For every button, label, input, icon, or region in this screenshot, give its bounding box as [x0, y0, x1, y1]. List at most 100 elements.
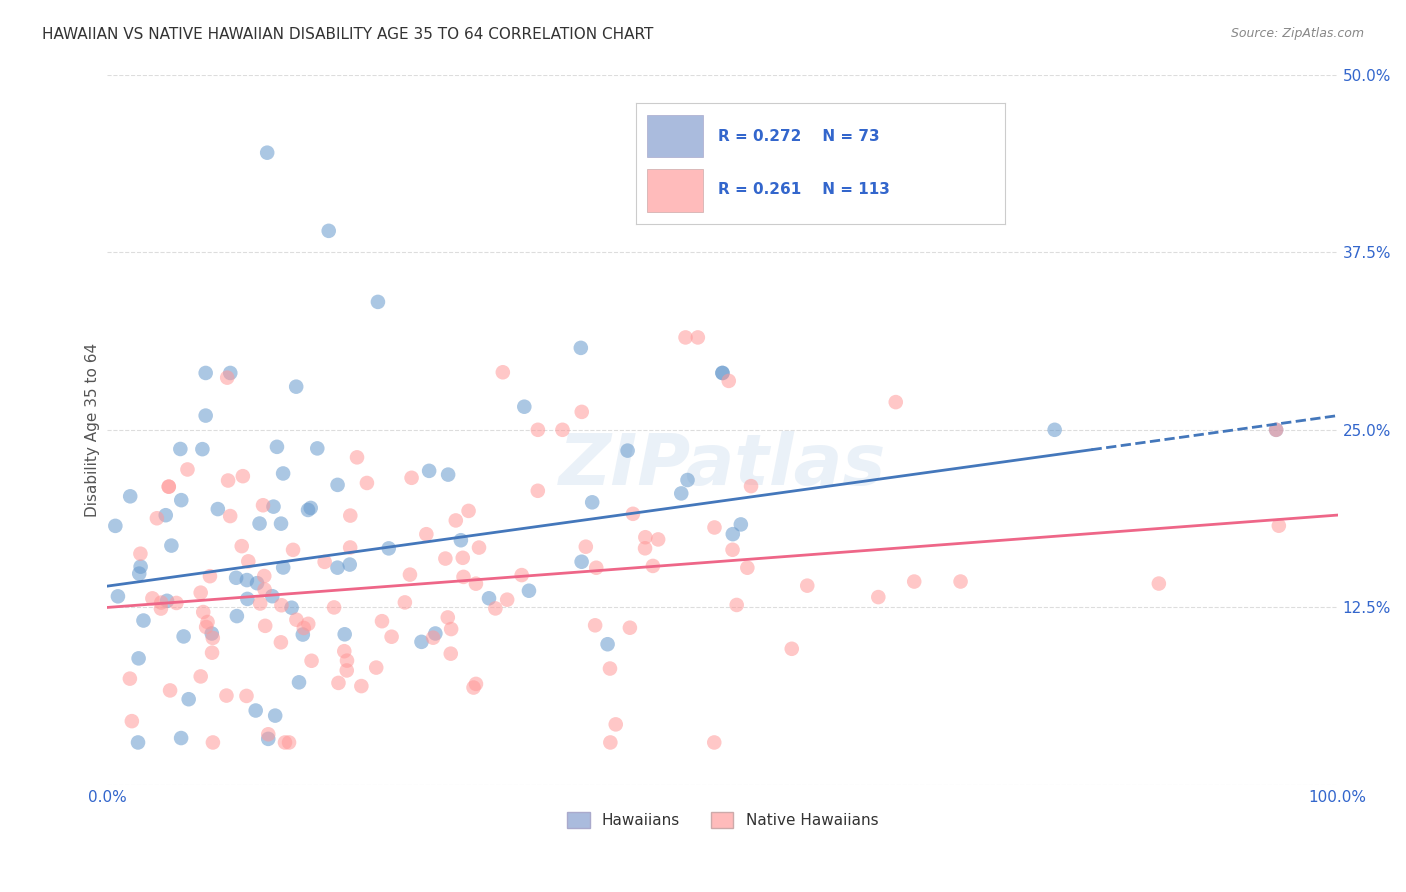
Hawaiians	[569, 341, 592, 355]
Native Hawaiians	[451, 550, 474, 565]
Native Hawaiians	[281, 542, 304, 557]
Native Hawaiians	[366, 660, 388, 674]
Native Hawaiians	[510, 568, 533, 582]
Native Hawaiians	[903, 574, 925, 589]
Native Hawaiians	[197, 615, 219, 629]
Hawaiians	[256, 145, 278, 160]
Native Hawaiians	[201, 735, 224, 749]
Native Hawaiians	[399, 567, 422, 582]
Hawaiians	[721, 527, 744, 541]
Native Hawaiians	[292, 621, 315, 635]
Hawaiians	[177, 692, 200, 706]
Native Hawaiians	[346, 450, 368, 465]
Hawaiians	[1265, 423, 1288, 437]
Native Hawaiians	[146, 511, 169, 525]
Native Hawaiians	[217, 474, 239, 488]
Native Hawaiians	[551, 423, 574, 437]
Hawaiians	[730, 517, 752, 532]
Native Hawaiians	[484, 601, 506, 615]
Hawaiians	[285, 379, 308, 393]
Hawaiians	[271, 467, 294, 481]
Text: HAWAIIAN VS NATIVE HAWAIIAN DISABILITY AGE 35 TO 64 CORRELATION CHART: HAWAIIAN VS NATIVE HAWAIIAN DISABILITY A…	[42, 27, 654, 42]
Native Hawaiians	[725, 598, 748, 612]
Hawaiians	[571, 555, 593, 569]
Hawaiians	[513, 400, 536, 414]
Native Hawaiians	[297, 616, 319, 631]
Native Hawaiians	[215, 689, 238, 703]
Hawaiians	[257, 731, 280, 746]
Native Hawaiians	[527, 423, 550, 437]
Native Hawaiians	[463, 681, 485, 695]
Native Hawaiians	[422, 631, 444, 645]
Hawaiians	[263, 500, 285, 514]
Native Hawaiians	[165, 596, 187, 610]
Hawaiians	[377, 541, 399, 556]
Native Hawaiians	[436, 610, 458, 624]
Native Hawaiians	[190, 669, 212, 683]
Native Hawaiians	[232, 469, 254, 483]
Hawaiians	[291, 627, 314, 641]
Hawaiians	[271, 560, 294, 574]
Native Hawaiians	[647, 533, 669, 547]
Native Hawaiians	[571, 405, 593, 419]
Hawaiians	[299, 500, 322, 515]
Native Hawaiians	[314, 555, 336, 569]
Hawaiians	[616, 443, 638, 458]
Native Hawaiians	[129, 547, 152, 561]
Native Hawaiians	[415, 527, 437, 541]
Native Hawaiians	[201, 631, 224, 645]
Native Hawaiians	[721, 542, 744, 557]
Native Hawaiians	[453, 570, 475, 584]
Hawaiians	[326, 478, 349, 492]
Native Hawaiians	[270, 599, 292, 613]
Hawaiians	[297, 503, 319, 517]
Native Hawaiians	[157, 480, 180, 494]
Hawaiians	[246, 576, 269, 591]
Native Hawaiians	[468, 541, 491, 555]
Native Hawaiians	[201, 646, 224, 660]
Hawaiians	[207, 502, 229, 516]
Hawaiians	[288, 675, 311, 690]
Native Hawaiians	[575, 540, 598, 554]
Native Hawaiians	[219, 509, 242, 524]
Native Hawaiians	[583, 618, 606, 632]
Native Hawaiians	[634, 541, 657, 556]
Native Hawaiians	[496, 592, 519, 607]
Native Hawaiians	[253, 582, 276, 597]
Native Hawaiians	[621, 507, 644, 521]
Hawaiians	[333, 627, 356, 641]
Native Hawaiians	[254, 619, 277, 633]
Native Hawaiians	[599, 735, 621, 749]
Hawaiians	[219, 366, 242, 380]
Hawaiians	[478, 591, 501, 606]
Hawaiians	[170, 493, 193, 508]
Hawaiians	[191, 442, 214, 457]
Hawaiians	[581, 495, 603, 509]
Native Hawaiians	[465, 677, 488, 691]
Native Hawaiians	[328, 676, 350, 690]
Native Hawaiians	[457, 504, 479, 518]
Hawaiians	[711, 366, 734, 380]
Hawaiians	[156, 594, 179, 608]
Hawaiians	[318, 224, 340, 238]
Hawaiians	[155, 508, 177, 523]
Native Hawaiians	[150, 596, 173, 610]
Hawaiians	[339, 558, 361, 572]
Native Hawaiians	[641, 558, 664, 573]
Native Hawaiians	[605, 717, 627, 731]
Native Hawaiians	[274, 735, 297, 749]
Text: ZIPatlas: ZIPatlas	[558, 431, 886, 500]
Hawaiians	[367, 294, 389, 309]
Hawaiians	[307, 442, 329, 456]
Hawaiians	[132, 614, 155, 628]
Hawaiians	[201, 626, 224, 640]
Native Hawaiians	[195, 620, 218, 634]
Native Hawaiians	[339, 541, 361, 555]
Native Hawaiians	[336, 654, 359, 668]
Native Hawaiians	[527, 483, 550, 498]
Native Hawaiians	[796, 579, 818, 593]
Native Hawaiians	[193, 605, 215, 619]
Native Hawaiians	[356, 475, 378, 490]
Hawaiians	[160, 539, 183, 553]
Native Hawaiians	[350, 679, 373, 693]
